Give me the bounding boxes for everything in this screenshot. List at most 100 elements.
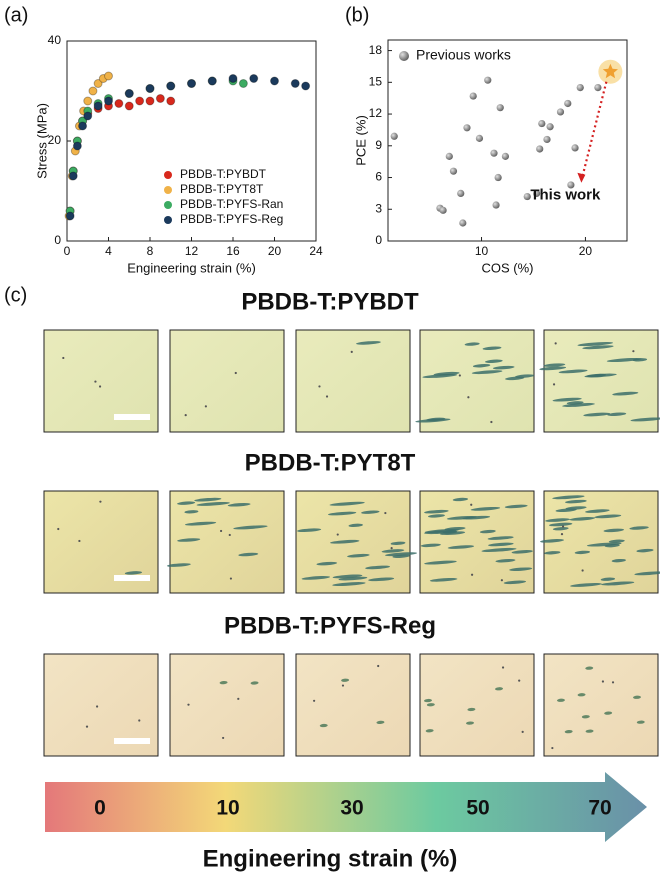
speck bbox=[78, 539, 81, 543]
y-tick-label: 15 bbox=[369, 74, 383, 88]
speck bbox=[99, 500, 102, 503]
crack bbox=[365, 565, 391, 570]
crack bbox=[585, 666, 594, 670]
crack bbox=[424, 529, 459, 533]
strain-label: 0 bbox=[94, 797, 106, 820]
speck bbox=[551, 746, 554, 750]
x-tick-label: 12 bbox=[185, 244, 199, 258]
panel-label: (a) bbox=[4, 4, 28, 26]
speck bbox=[228, 533, 231, 537]
y-tick-label: 40 bbox=[48, 33, 62, 47]
speck bbox=[234, 371, 237, 375]
speck bbox=[560, 533, 564, 536]
point bbox=[501, 152, 510, 160]
micrograph bbox=[169, 329, 285, 433]
crack bbox=[327, 511, 357, 516]
crack bbox=[124, 571, 142, 575]
point bbox=[72, 141, 82, 151]
crack bbox=[452, 497, 469, 502]
point bbox=[207, 76, 217, 86]
crack bbox=[233, 525, 268, 530]
point bbox=[567, 181, 575, 189]
point bbox=[104, 96, 113, 106]
crack bbox=[577, 693, 586, 697]
speck bbox=[384, 511, 387, 515]
crack bbox=[381, 549, 405, 553]
y-tick-label: 12 bbox=[369, 106, 383, 120]
micrograph bbox=[543, 490, 659, 594]
crack bbox=[552, 495, 585, 500]
point bbox=[249, 74, 259, 83]
speck bbox=[62, 356, 65, 360]
speck bbox=[85, 725, 89, 728]
speck bbox=[237, 697, 240, 700]
crack bbox=[611, 558, 626, 563]
point bbox=[457, 189, 465, 197]
legend-marker bbox=[399, 51, 409, 61]
crack bbox=[330, 539, 360, 544]
point bbox=[114, 99, 124, 108]
crack bbox=[600, 577, 616, 581]
point bbox=[145, 84, 155, 93]
speck bbox=[98, 385, 102, 388]
speck bbox=[94, 380, 97, 383]
speck bbox=[187, 703, 190, 706]
point bbox=[492, 201, 500, 209]
crack bbox=[632, 358, 648, 362]
speck bbox=[490, 420, 493, 424]
crack bbox=[539, 366, 567, 371]
crack bbox=[184, 521, 217, 526]
crack bbox=[539, 539, 565, 543]
speck bbox=[318, 385, 321, 388]
point bbox=[301, 81, 311, 91]
y-tick-label: 0 bbox=[375, 233, 382, 247]
crack bbox=[184, 510, 199, 514]
strain-label: 30 bbox=[340, 797, 363, 820]
legend-marker bbox=[164, 201, 172, 209]
scale-bar bbox=[114, 738, 150, 744]
crack bbox=[447, 545, 475, 549]
crack bbox=[570, 583, 602, 587]
point bbox=[576, 84, 584, 92]
speck bbox=[554, 342, 557, 345]
micrograph bbox=[295, 329, 411, 433]
crack bbox=[558, 369, 588, 374]
scale-bar bbox=[114, 575, 150, 581]
arrow-head bbox=[577, 172, 586, 183]
point bbox=[93, 101, 103, 111]
crack bbox=[361, 510, 380, 514]
micrograph bbox=[169, 490, 285, 594]
speck bbox=[57, 527, 60, 531]
point bbox=[88, 86, 98, 96]
crack bbox=[332, 582, 366, 587]
point bbox=[78, 121, 88, 131]
crack bbox=[585, 509, 610, 513]
crack bbox=[227, 502, 251, 507]
speck bbox=[611, 681, 615, 684]
crack bbox=[544, 551, 561, 555]
point bbox=[469, 92, 477, 100]
crack bbox=[586, 373, 607, 378]
y-axis-label: Stress (MPa) bbox=[34, 103, 49, 179]
crack bbox=[319, 723, 328, 728]
speck bbox=[325, 395, 329, 398]
crack bbox=[316, 561, 338, 566]
y-tick-label: 3 bbox=[375, 201, 382, 215]
crack bbox=[429, 577, 458, 582]
row-title: PBDB-T:PYT8T bbox=[245, 449, 416, 476]
x-tick-label: 24 bbox=[309, 244, 323, 258]
crack bbox=[492, 365, 515, 370]
crack bbox=[569, 517, 595, 521]
plot-frame bbox=[387, 39, 628, 242]
crack bbox=[565, 499, 587, 504]
crack bbox=[633, 695, 642, 699]
point bbox=[449, 167, 458, 175]
crack bbox=[166, 563, 191, 567]
point bbox=[475, 134, 484, 142]
point bbox=[145, 96, 155, 106]
point bbox=[228, 74, 238, 83]
strain-label: 70 bbox=[588, 797, 611, 820]
strain-label: 10 bbox=[216, 797, 239, 820]
point bbox=[68, 171, 78, 181]
crack bbox=[548, 522, 573, 527]
